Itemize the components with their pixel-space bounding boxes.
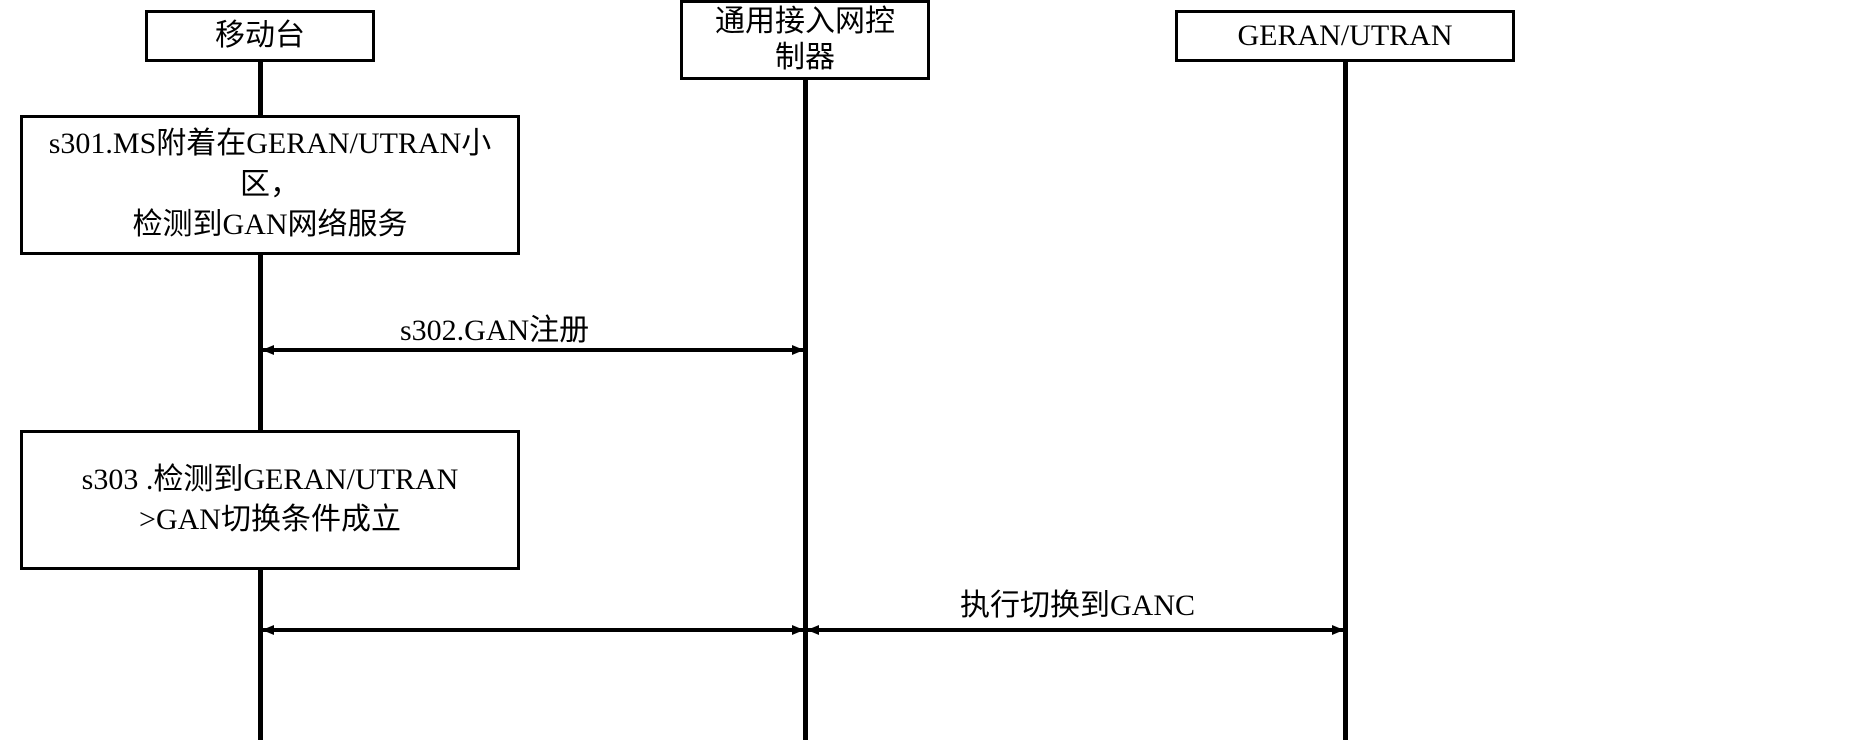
lifeline-head-geran: GERAN/UTRAN [1175,10,1515,62]
process-text: s301.MS附着在GERAN/UTRAN小区， 检测到GAN网络服务 [35,124,505,246]
lifeline-ganc [803,80,808,740]
message-label-exec: 执行切换到GANC [960,580,1195,624]
process-text: s303 .检测到GERAN/UTRAN >GAN切换条件成立 [82,460,459,541]
message-label-s302: s302.GAN注册 [400,305,589,349]
lifeline-geran [1343,62,1348,740]
arrows-overlay [0,0,1863,752]
lifeline-label: 通用接入网控 制器 [715,4,895,76]
process-s303: s303 .检测到GERAN/UTRAN >GAN切换条件成立 [20,430,520,570]
lifeline-label: GERAN/UTRAN [1238,18,1453,54]
lifeline-head-ms: 移动台 [145,10,375,62]
process-s301: s301.MS附着在GERAN/UTRAN小区， 检测到GAN网络服务 [20,115,520,255]
lifeline-label: 移动台 [215,18,305,54]
sequence-diagram: 移动台 通用接入网控 制器 GERAN/UTRAN s301.MS附着在GERA… [0,0,1863,752]
lifeline-head-ganc: 通用接入网控 制器 [680,0,930,80]
